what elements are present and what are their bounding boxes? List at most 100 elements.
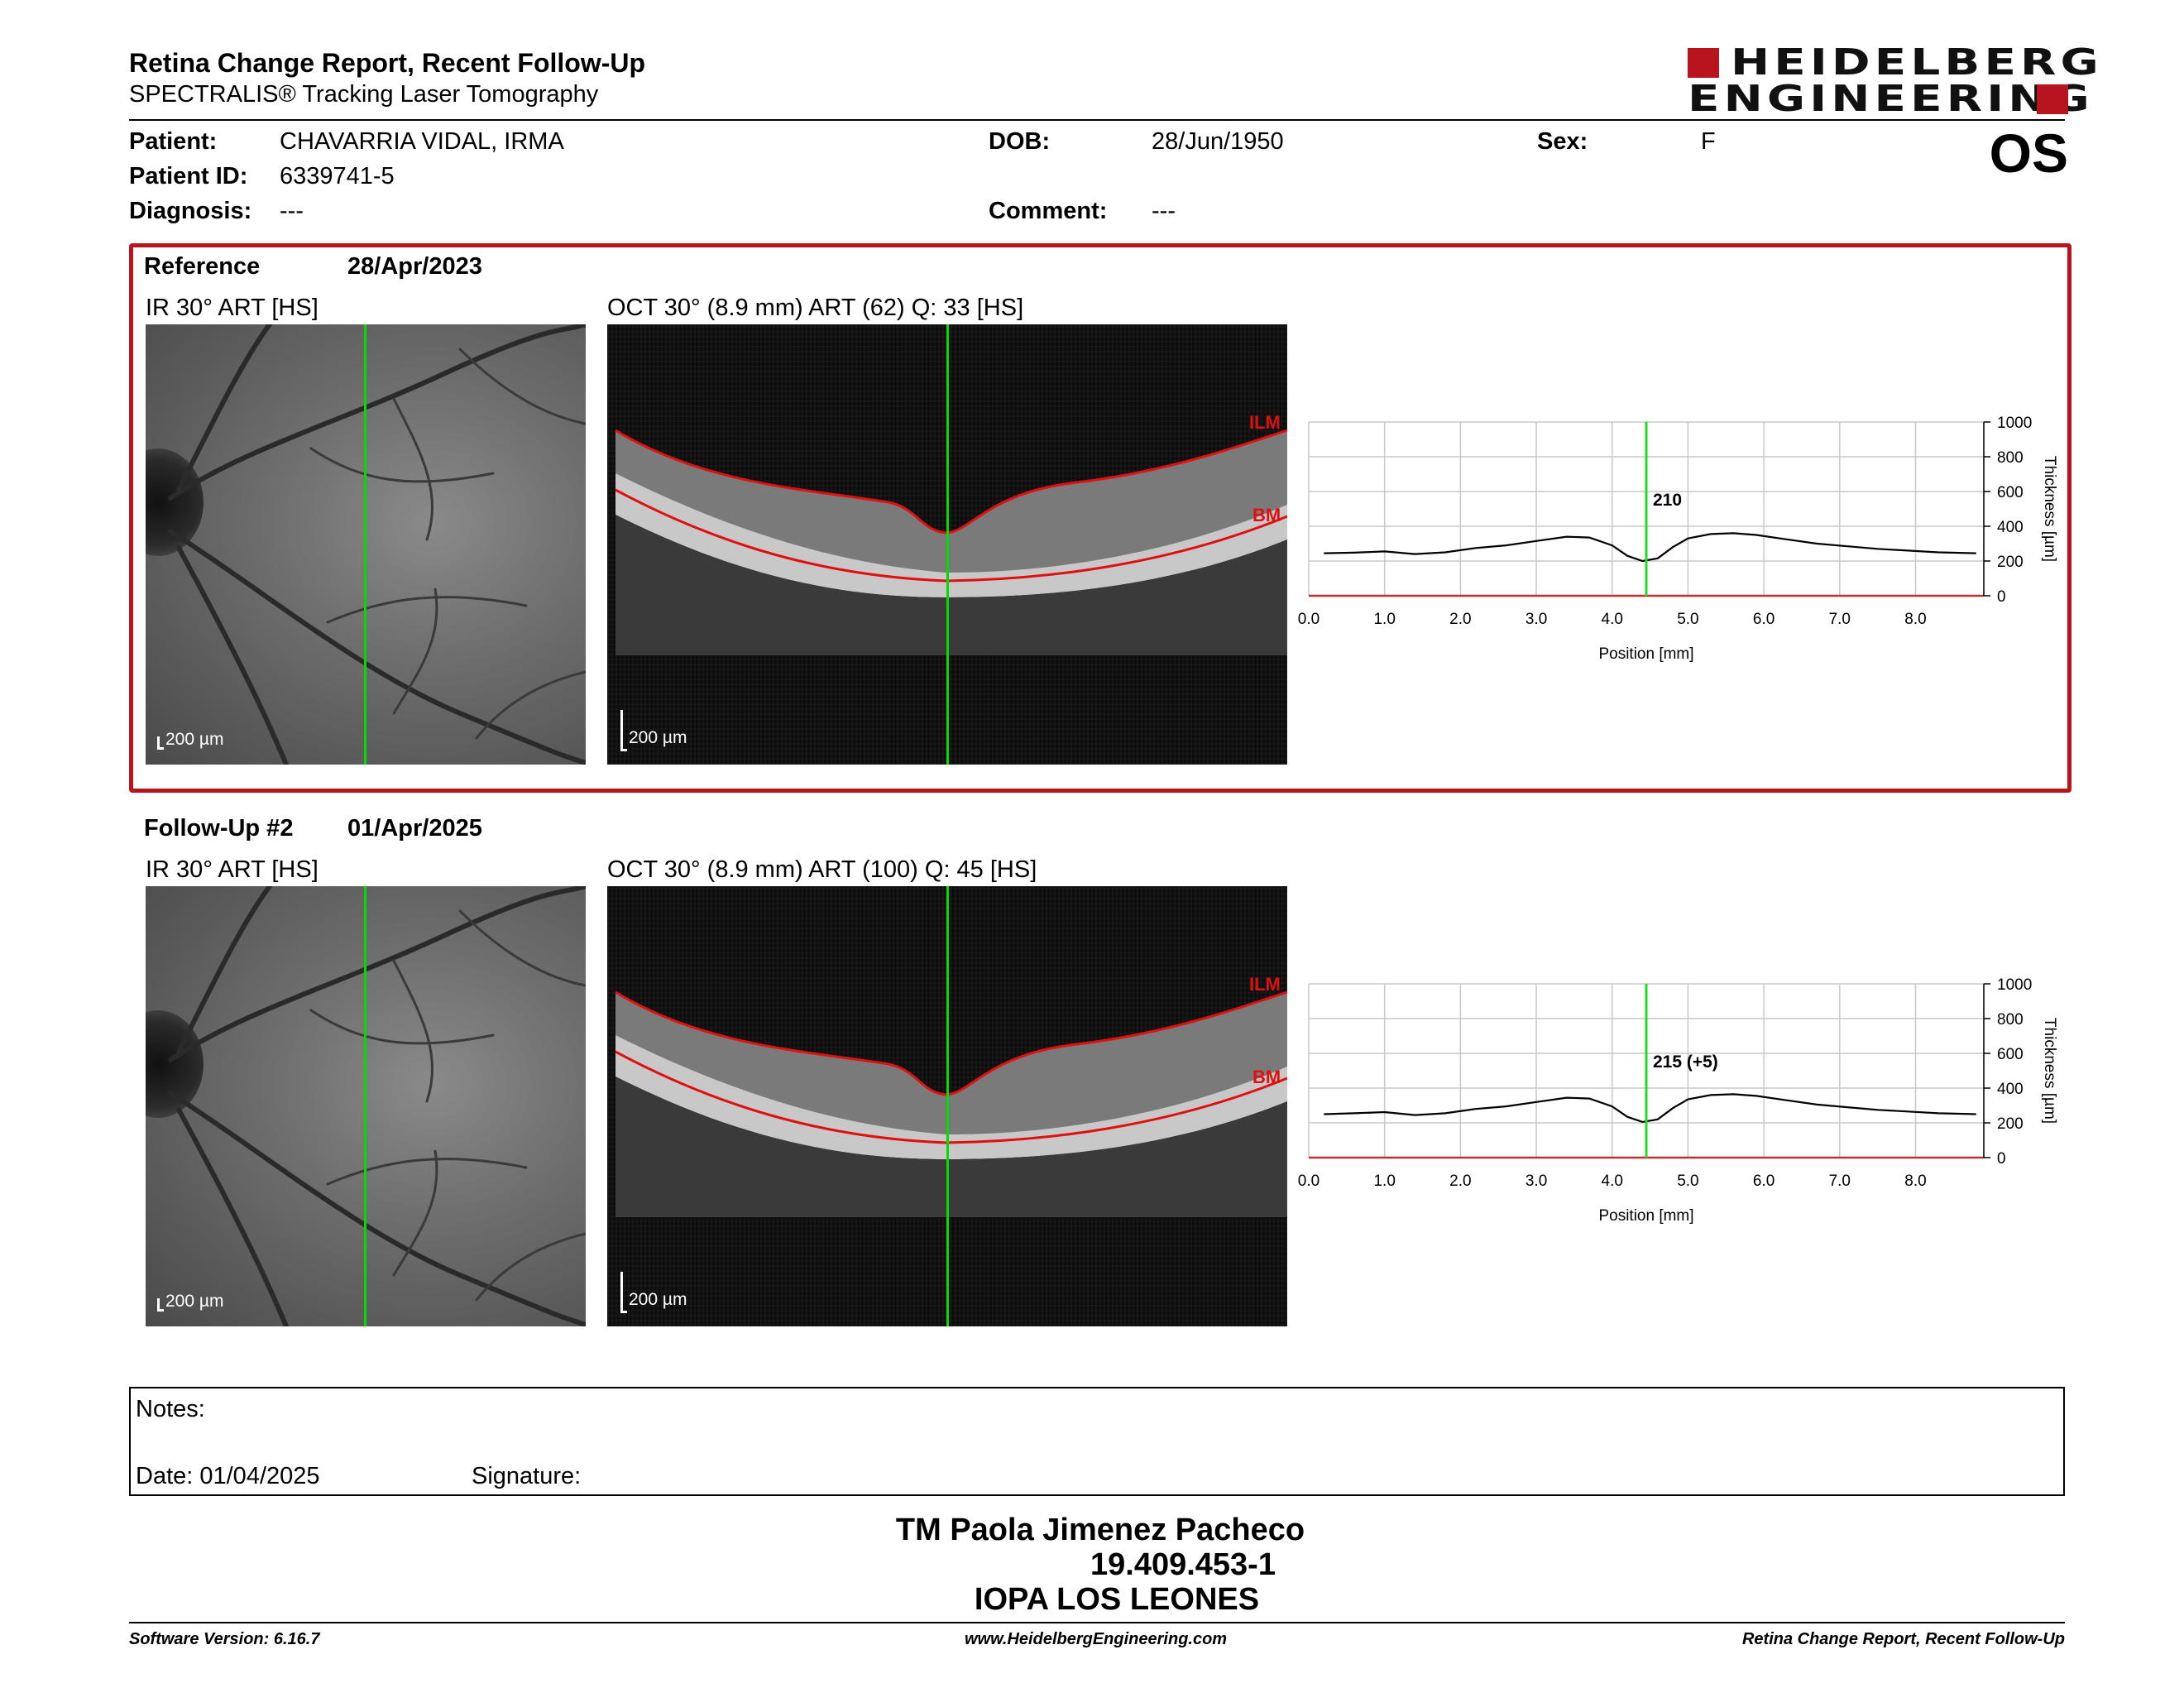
- scale-bar-icon: [157, 1298, 164, 1312]
- reference-ir-scan-line: [364, 324, 366, 765]
- followup-bm-label: BM: [1252, 1067, 1281, 1087]
- followup-ir-scan-line: [364, 886, 366, 1326]
- footer-divider: [129, 1622, 2065, 1623]
- followup-oct-label: OCT 30° (8.9 mm) ART (100) Q: 45 [HS]: [607, 856, 1037, 883]
- diagnosis-value: ---: [280, 198, 304, 224]
- reference-oct-bscan-image: ILM BM 200 µm: [607, 324, 1287, 765]
- cursor-value-label: 210: [1653, 491, 1682, 510]
- logo-square-icon: [1688, 48, 1719, 78]
- reference-oct-scale-label: 200 µm: [629, 728, 687, 747]
- footer-report-name: Retina Change Report, Recent Follow-Up: [1741, 1630, 2065, 1648]
- followup-oct-scale-label: 200 µm: [629, 1290, 687, 1309]
- patient-name: CHAVARRIA VIDAL, IRMA: [280, 128, 564, 155]
- y-tick-label: 200: [1997, 1115, 2024, 1133]
- notes-date: Date: 01/04/2025: [136, 1463, 320, 1489]
- website-link[interactable]: www.HeidelbergEngineering.com: [965, 1630, 1228, 1648]
- notes-box: [129, 1387, 2065, 1496]
- y-tick-label: 1000: [1997, 976, 2032, 994]
- x-tick-label: 2.0: [1449, 1172, 1471, 1190]
- signature-label: Signature:: [472, 1463, 582, 1489]
- x-tick-label: 7.0: [1829, 611, 1851, 628]
- x-tick-label: 8.0: [1904, 1172, 1926, 1190]
- reference-oct-position-line: [946, 324, 949, 765]
- y-tick-label: 200: [1997, 554, 2024, 571]
- report-title: Retina Change Report, Recent Follow-Up: [129, 48, 646, 78]
- reference-ir-scale-label: 200 µm: [165, 730, 224, 749]
- y-axis-label: Thickness [µm]: [2041, 456, 2058, 562]
- retinal-vessels: [168, 324, 586, 765]
- header-divider: [129, 119, 2065, 121]
- followup-heading: Follow-Up #2: [144, 815, 294, 842]
- followup-thickness-chart: 0 200 400 600 800 1000 0.0 1.0 2.0 3.0 4.0 5.0 6.0 7.…: [1298, 976, 2058, 1225]
- x-tick-label: 4.0: [1602, 1172, 1623, 1190]
- sex-label: Sex:: [1537, 128, 1588, 155]
- retinal-vessels: [168, 886, 586, 1326]
- x-tick-label: 5.0: [1677, 1172, 1698, 1190]
- x-tick-label: 3.0: [1525, 1172, 1547, 1190]
- signer-id: 19.409.453-1: [1090, 1547, 1276, 1582]
- thickness-series-line: [1324, 1093, 1976, 1124]
- x-tick-label: 2.0: [1449, 611, 1471, 628]
- report-subtitle: SPECTRALIS® Tracking Laser Tomography: [129, 81, 599, 108]
- eye-indicator: OS: [1989, 122, 2068, 184]
- y-axis-label: Thickness [µm]: [2041, 1018, 2058, 1124]
- x-tick-label: 6.0: [1753, 1172, 1774, 1190]
- reference-thickness-chart: 0 200 400 600 800 1000 0.0 1.0 2.0 3.0 4.0 5.0 6.0 7.…: [1298, 415, 2058, 663]
- dob-label: DOB:: [989, 128, 1051, 155]
- reference-heading: Reference: [144, 253, 261, 280]
- logo-line-2: ENGINEERING: [1688, 78, 2094, 120]
- y-tick-label: 0: [1997, 1150, 2006, 1168]
- x-tick-label: 1.0: [1373, 611, 1395, 628]
- signer-name: TM Paola Jimenez Pacheco: [895, 1513, 1305, 1547]
- cursor-value-label: 215 (+5): [1653, 1053, 1718, 1072]
- x-tick-label: 5.0: [1677, 611, 1698, 628]
- scale-bar-icon: [620, 710, 627, 751]
- y-tick-label: 400: [1997, 1081, 2024, 1098]
- x-tick-label: 8.0: [1904, 611, 1926, 628]
- followup-date: 01/Apr/2025: [347, 815, 482, 842]
- y-tick-label: 1000: [1997, 415, 2032, 432]
- x-tick-label: 0.0: [1298, 1172, 1320, 1190]
- reference-date: 28/Apr/2023: [347, 253, 482, 280]
- followup-oct-bscan-image: ILM BM 200 µm: [607, 886, 1287, 1326]
- followup-ir-fundus-image: 200 µm: [146, 886, 586, 1326]
- scale-bar-icon: [157, 736, 164, 750]
- patient-name-label: Patient:: [129, 128, 218, 155]
- y-tick-label: 400: [1997, 519, 2024, 536]
- x-tick-label: 1.0: [1373, 1172, 1395, 1190]
- y-tick-label: 600: [1997, 1046, 2024, 1063]
- patient-id-label: Patient ID:: [129, 163, 248, 189]
- logo-square-icon: [2037, 84, 2068, 114]
- sex-value: F: [1701, 128, 1716, 155]
- x-tick-label: 0.0: [1298, 611, 1320, 628]
- y-tick-label: 800: [1997, 1011, 2024, 1029]
- x-axis-label: Position [mm]: [1598, 1207, 1693, 1225]
- thickness-series-line: [1324, 532, 1976, 563]
- clinic-name: IOPA LOS LEONES: [974, 1582, 1260, 1617]
- diagnosis-label: Diagnosis:: [129, 198, 252, 224]
- reference-ir-label: IR 30° ART [HS]: [146, 295, 318, 321]
- y-tick-label: 0: [1997, 588, 2006, 606]
- x-tick-label: 7.0: [1829, 1172, 1851, 1190]
- reference-bm-label: BM: [1252, 505, 1281, 525]
- x-tick-label: 3.0: [1525, 611, 1547, 628]
- y-tick-label: 800: [1997, 449, 2024, 467]
- followup-ir-scale-label: 200 µm: [165, 1292, 224, 1311]
- x-tick-label: 4.0: [1602, 611, 1623, 628]
- reference-ir-fundus-image: 200 µm: [146, 324, 586, 765]
- followup-oct-position-line: [946, 886, 949, 1326]
- y-tick-label: 600: [1997, 484, 2024, 501]
- x-axis-label: Position [mm]: [1598, 645, 1693, 663]
- x-tick-label: 6.0: [1753, 611, 1774, 628]
- scale-bar-icon: [620, 1272, 627, 1313]
- comment-label: Comment:: [989, 198, 1108, 224]
- reference-oct-label: OCT 30° (8.9 mm) ART (62) Q: 33 [HS]: [607, 295, 1024, 321]
- followup-ilm-label: ILM: [1249, 974, 1281, 995]
- comment-value: ---: [1152, 198, 1176, 224]
- logo-line-1: HEIDELBERG: [1731, 41, 2103, 84]
- followup-ir-label: IR 30° ART [HS]: [146, 856, 318, 883]
- software-version: Software Version: 6.16.7: [129, 1630, 320, 1648]
- reference-frame: [129, 243, 2071, 793]
- dob-value: 28/Jun/1950: [1152, 128, 1284, 155]
- notes-label: Notes:: [136, 1396, 205, 1422]
